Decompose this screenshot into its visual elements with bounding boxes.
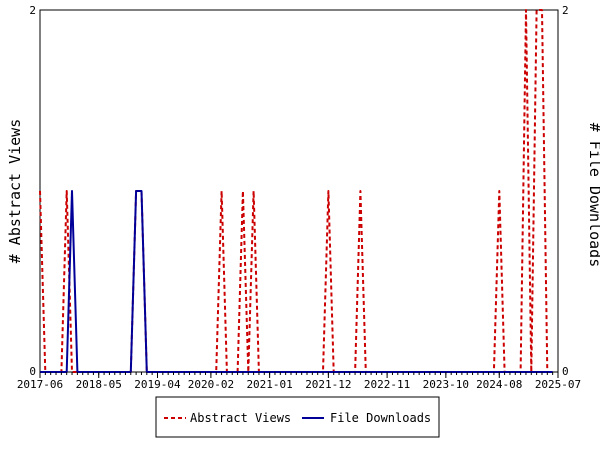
x-tick-label: 2019-04	[134, 378, 181, 391]
left-tick-label-0: 0	[29, 365, 36, 378]
x-tick-label: 2020-02	[188, 378, 234, 391]
series-line-abstract-views	[39, 9, 553, 373]
x-tick-label: 2025-07	[535, 378, 581, 391]
right-y-axis: 0 2 # File Downloads	[562, 4, 600, 378]
legend-label-abstract-views: Abstract Views	[190, 411, 291, 425]
series-line-file-downloads	[40, 190, 553, 373]
x-axis-tick-labels: 2017-06 2018-05 2019-04 2020-02 2021-01 2021-…	[17, 378, 581, 391]
left-y-axis: 0 2 # Abstract Views	[6, 4, 36, 378]
left-tick-label-2: 2	[29, 4, 36, 17]
left-axis-title: # Abstract Views	[6, 119, 24, 264]
plot-area	[39, 9, 559, 373]
x-tick-label: 2022-11	[364, 378, 410, 391]
legend-label-file-downloads: File Downloads	[330, 411, 431, 425]
x-tick-label: 2018-05	[76, 378, 122, 391]
x-tick-label: 2021-12	[305, 378, 351, 391]
legend: Abstract Views File Downloads	[155, 396, 440, 438]
plot-frame	[39, 9, 559, 373]
x-tick-label: 2023-10	[423, 378, 469, 391]
right-axis-title: # File Downloads	[586, 123, 600, 268]
x-tick-label: 2017-06	[17, 378, 63, 391]
legend-box	[155, 396, 440, 438]
x-tick-label: 2021-01	[246, 378, 292, 391]
x-tick-label: 2024-08	[476, 378, 522, 391]
right-tick-label-2: 2	[562, 4, 569, 17]
right-tick-label-0: 0	[562, 365, 569, 378]
x-axis-ticks	[39, 372, 559, 378]
